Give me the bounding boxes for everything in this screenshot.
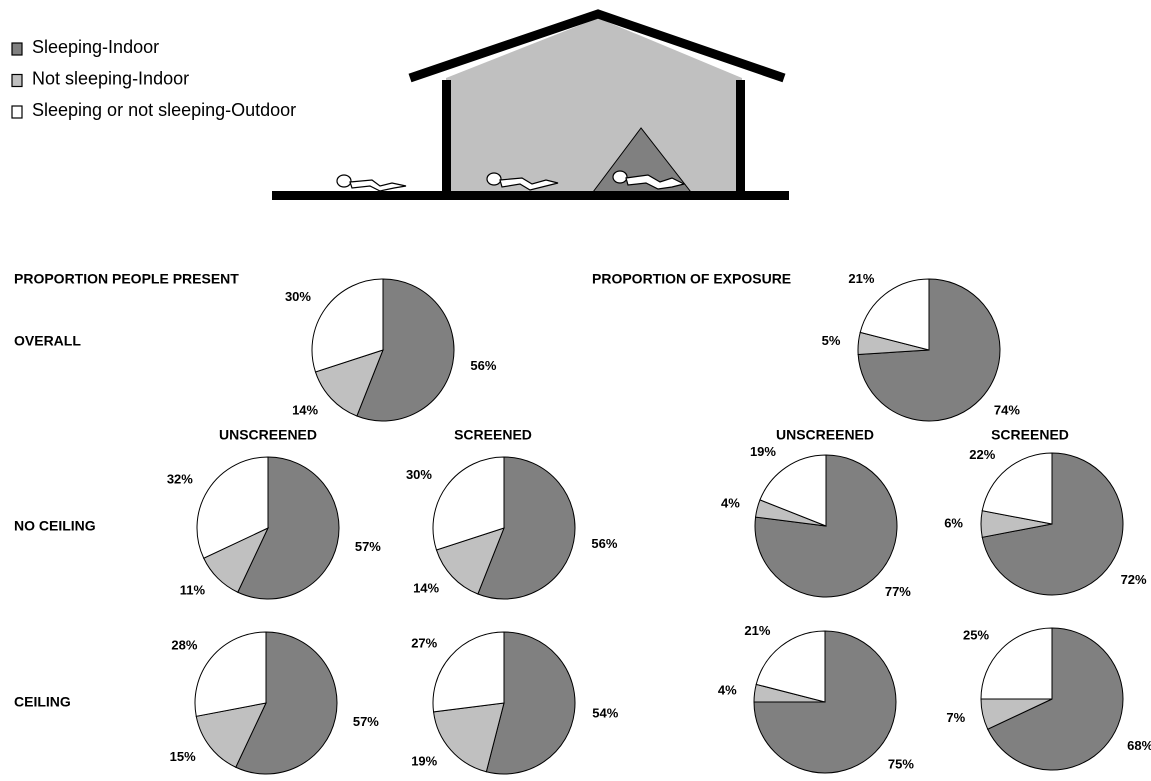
value-label: 5% [822,333,841,348]
ground [272,191,789,200]
value-label: 15% [170,749,196,764]
pie-slice [194,631,267,717]
value-label: 30% [285,289,311,304]
pie-slice [196,456,269,559]
value-label: 14% [413,580,439,595]
panel-title: PROPORTION OF EXPOSURE [592,271,791,287]
row-label: CEILING [14,694,71,710]
legend-label: Sleeping or not sleeping-Outdoor [32,100,296,120]
pie-slice [759,454,827,527]
pie-slice [432,631,505,713]
value-label: 72% [1121,572,1147,587]
value-label: 28% [171,638,197,653]
pie-slice [980,627,1053,700]
pie-slice [987,627,1124,771]
value-label: 30% [406,467,432,482]
pie-slice [477,456,576,600]
value-label: 21% [744,623,770,638]
pie-slice [981,452,1124,596]
pie-slice [195,702,267,768]
legend-swatch [11,42,23,56]
column-label: UNSCREENED [776,427,874,443]
pie-slice [981,452,1053,525]
pie-slice [356,278,455,422]
value-label: 57% [355,539,381,554]
pie-slice [311,278,384,373]
value-label: 75% [888,756,914,771]
value-label: 68% [1127,738,1151,753]
value-label: 19% [750,444,776,459]
pie-slice [235,631,338,775]
value-label: 32% [167,472,193,487]
value-label: 25% [963,628,989,643]
legend-label: Not sleeping-Indoor [32,68,189,88]
value-label: 77% [885,584,911,599]
pie-slice [859,278,930,351]
row-label: NO CEILING [14,518,96,534]
pie-slice [485,631,576,775]
pie-slice [433,702,505,773]
value-label: 7% [946,710,965,725]
house-illustration [272,9,789,200]
pie-slice [432,456,505,551]
value-label: 74% [994,402,1020,417]
legend-swatch [11,73,23,88]
panel-title: PROPORTION PEOPLE PRESENT [14,271,239,287]
wall [736,80,745,196]
value-label: 56% [591,536,617,551]
house-interior [446,18,742,196]
value-label: 54% [592,706,618,721]
row-label: OVERALL [14,333,81,349]
value-label: 4% [721,495,740,510]
value-label: 22% [969,447,995,462]
roof [408,9,786,83]
column-label: SCREENED [454,427,532,443]
wall [442,80,451,196]
value-label: 14% [292,402,318,417]
legend-label: Sleeping-Indoor [32,37,159,57]
column-label: UNSCREENED [219,427,317,443]
column-label: SCREENED [991,427,1069,443]
value-label: 57% [353,714,379,729]
value-label: 11% [180,582,206,597]
value-label: 27% [411,636,437,651]
value-label: 56% [470,358,496,373]
value-label: 4% [718,682,737,697]
pie-slice [237,456,340,600]
value-label: 19% [411,753,437,768]
value-label: 6% [944,515,963,530]
value-label: 21% [848,271,874,286]
people [336,170,686,192]
pie-slice [755,630,826,703]
legend-swatch [11,105,23,119]
